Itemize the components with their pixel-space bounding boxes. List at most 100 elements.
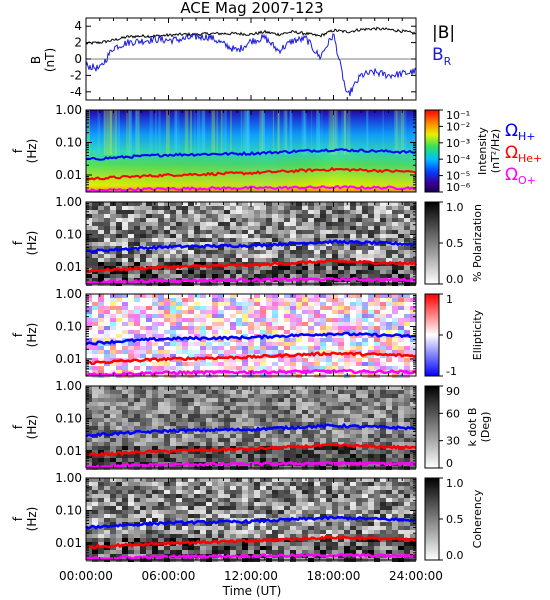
noise-cell [218,486,224,490]
noise-cell [386,266,392,270]
noise-cell [320,258,326,262]
noise-cell [350,294,356,298]
noise-cell [164,326,170,330]
noise-cell [332,430,338,434]
noise-cell [92,422,98,426]
intensity-streak [332,110,335,155]
noise-cell [296,250,302,254]
noise-cell [380,502,386,506]
noise-cell [278,206,284,210]
noise-cell [338,422,344,426]
noise-cell [140,418,146,422]
noise-cell [404,210,410,214]
noise-cell [92,338,98,342]
noise-cell [386,434,392,438]
noise-cell [122,518,128,522]
noise-cell [302,546,308,550]
noise-cell [122,538,128,542]
noise-cell [98,310,104,314]
noise-cell [122,310,128,314]
noise-cell [218,534,224,538]
noise-cell [350,442,356,446]
noise-cell [338,406,344,410]
noise-cell [296,486,302,490]
noise-cell [320,298,326,302]
noise-cell [104,298,110,302]
noise-cell [320,478,326,482]
noise-cell [398,230,404,234]
noise-cell [218,494,224,498]
noise-cell [296,222,302,226]
noise-cell [338,218,344,222]
noise-cell [110,542,116,546]
noise-cell [254,318,260,322]
noise-cell [284,406,290,410]
noise-cell [230,550,236,554]
noise-cell [218,442,224,446]
noise-cell [170,490,176,494]
noise-cell [164,294,170,298]
intensity-streak [272,110,274,155]
noise-cell [206,518,212,522]
noise-cell [284,434,290,438]
noise-cell [380,230,386,234]
noise-cell [380,438,386,442]
noise-cell [200,398,206,402]
noise-cell [236,242,242,246]
noise-cell [398,550,404,554]
noise-cell [110,550,116,554]
noise-cell [242,330,248,334]
noise-cell [230,366,236,370]
noise-cell [92,490,98,494]
noise-cell [164,506,170,510]
noise-cell [242,254,248,258]
noise-cell [242,258,248,262]
noise-cell [278,534,284,538]
noise-cell [284,490,290,494]
noise-cell [98,318,104,322]
noise-cell [368,542,374,546]
noise-cell [356,438,362,442]
noise-cell [140,454,146,458]
noise-cell [206,294,212,298]
noise-cell [272,398,278,402]
noise-cell [200,482,206,486]
noise-cell [350,238,356,242]
colorbar-tick-label: 0 [446,329,453,342]
intensity-streak [126,110,130,155]
noise-cell [140,250,146,254]
noise-cell [410,434,416,438]
noise-cell [338,338,344,342]
noise-cell [260,214,266,218]
noise-cell [272,526,278,530]
noise-cell [386,550,392,554]
noise-cell [368,390,374,394]
noise-cell [404,238,410,242]
noise-cell [218,354,224,358]
noise-cell [296,502,302,506]
noise-cell [92,222,98,226]
noise-cell [248,266,254,270]
noise-cell [110,458,116,462]
noise-cell [200,458,206,462]
noise-cell [116,274,122,278]
noise-cell [122,342,128,346]
noise-cell [146,454,152,458]
noise-cell [170,234,176,238]
noise-cell [302,410,308,414]
noise-cell [176,482,182,486]
noise-cell [260,502,266,506]
noise-cell [362,410,368,414]
noise-cell [260,330,266,334]
noise-cell [404,530,410,534]
noise-cell [164,398,170,402]
noise-cell [284,250,290,254]
field-ytick-label: 0 [74,52,82,66]
noise-cell [140,478,146,482]
noise-cell [404,510,410,514]
noise-cell [362,526,368,530]
noise-cell [152,358,158,362]
noise-cell [248,402,254,406]
noise-cell [338,206,344,210]
noise-cell [398,478,404,482]
